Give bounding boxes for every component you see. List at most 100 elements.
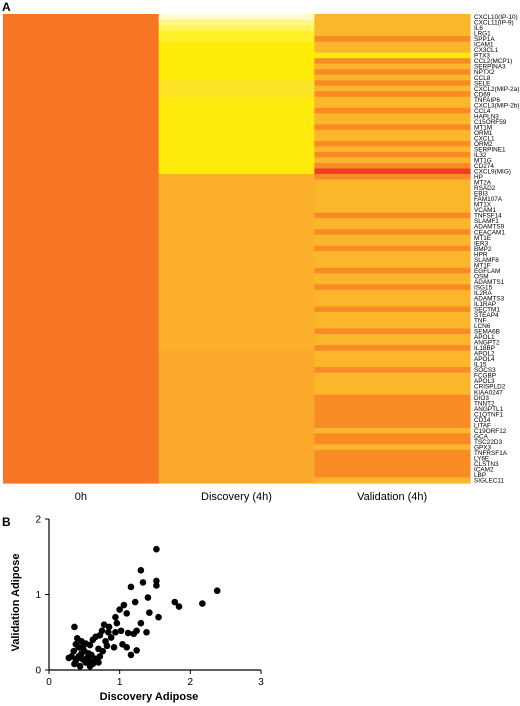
heatmap-cell: [314, 207, 471, 214]
heatmap-cell: [158, 212, 315, 219]
heatmap-cell: [158, 63, 315, 70]
heatmap-row-label: ISG15: [474, 284, 493, 291]
heatmap-row-label: ICAM2: [474, 467, 494, 474]
heatmap-row-label: TNNT2: [474, 400, 495, 407]
heatmap-cell: [158, 339, 315, 346]
heatmap-cell: [314, 251, 471, 258]
heatmap-cell: [314, 151, 471, 159]
heatmap-cell: [3, 273, 160, 280]
heatmap-cell: [3, 411, 160, 418]
heatmap-cell: [3, 179, 160, 186]
heatmap-cell: [314, 218, 471, 225]
heatmap-cell: [158, 190, 315, 197]
heatmap-cell: [3, 124, 160, 131]
heatmap-cell: [3, 449, 160, 457]
scatter-point: [213, 587, 221, 595]
heatmap-cell: [158, 367, 315, 374]
heatmap-cell: [158, 389, 315, 396]
heatmap-row-label: SERPINA3: [474, 64, 506, 71]
heatmap-column-label: Validation (4h): [357, 491, 427, 503]
heatmap-cell: [314, 477, 471, 484]
heatmap-cell: [158, 427, 315, 434]
heatmap-cell: [3, 345, 160, 352]
heatmap-cell: [158, 41, 315, 48]
heatmap-cell: [158, 223, 315, 230]
heatmap-cell: [314, 135, 471, 142]
heatmap-row-label: HPR: [474, 251, 488, 258]
x-axis-label: Discovery Adipose: [100, 691, 199, 703]
heatmap-cell: [314, 174, 471, 181]
heatmap-row-label: SECTM1: [474, 306, 500, 313]
heatmap-cell: [158, 151, 315, 159]
heatmap-cell: [3, 229, 160, 236]
heatmap-cell: [3, 151, 160, 159]
heatmap-row-label: GPX3: [474, 444, 491, 451]
heatmap-row-label: NPTX2: [474, 69, 495, 76]
heatmap-cell: [314, 460, 471, 468]
heatmap-cell: [158, 207, 315, 214]
heatmap-cell: [3, 107, 160, 114]
heatmap-row-label: MT1F: [474, 262, 491, 269]
heatmap-row-label: CXCL3(MIP-2b): [474, 102, 519, 109]
heatmap-row-label: CCL2(MCP1): [474, 58, 512, 65]
heatmap-cell: [314, 306, 471, 313]
scatter-point: [112, 628, 119, 636]
heatmap-cell: [158, 85, 315, 92]
heatmap-cell: [314, 185, 471, 192]
heatmap-cell: [158, 234, 315, 241]
scatter-point: [89, 636, 97, 644]
heatmap-cell: [158, 295, 315, 302]
heatmap-row-label: ANGPT2: [474, 340, 500, 347]
heatmap-row-label: CCL8: [474, 75, 491, 82]
heatmap-cell: [314, 444, 471, 451]
heatmap-cell: [3, 361, 160, 368]
heatmap-cell: [314, 201, 471, 208]
heatmap-cell: [158, 405, 315, 412]
x-tick-label: 1: [117, 677, 123, 688]
heatmap-cell: [158, 278, 315, 285]
scatter-point: [70, 647, 78, 655]
heatmap-row-label: CLSTN3: [474, 461, 499, 468]
heatmap-cell: [158, 383, 315, 390]
heatmap-cell: [314, 19, 471, 26]
scatter-point: [143, 628, 150, 636]
scatter-point: [117, 627, 125, 635]
heatmap-cell: [3, 405, 160, 412]
heatmap-cell: [314, 372, 471, 379]
heatmap-cell: [3, 334, 160, 341]
heatmap-cell: [314, 63, 471, 70]
scatter-point: [107, 634, 115, 641]
scatter-point: [72, 641, 80, 648]
heatmap-cell: [158, 58, 315, 65]
heatmap-cell: [158, 107, 315, 114]
x-tick-label: 0: [46, 677, 52, 688]
heatmap-cell: [3, 267, 160, 274]
heatmap-cell: [158, 240, 315, 247]
heatmap-cell: [314, 146, 471, 153]
heatmap-row-label: CXCL11(IP-9): [474, 20, 514, 27]
heatmap-row-label: C15ORF59: [474, 119, 507, 126]
heatmap-cell: [158, 438, 315, 445]
heatmap-cell: [314, 394, 471, 401]
scatter-point: [133, 647, 140, 654]
heatmap-cell: [158, 267, 315, 274]
scatter-point: [131, 598, 139, 606]
heatmap-column-label: Discovery (4h): [201, 491, 272, 503]
heatmap-cell: [158, 306, 315, 313]
heatmap-cell: [314, 30, 471, 37]
heatmap-cell: [3, 422, 160, 429]
heatmap-row-label: SOCS3: [474, 367, 496, 374]
heatmap-cell: [3, 394, 160, 401]
heatmap-cell: [314, 47, 471, 54]
heatmap-cell: [314, 118, 471, 125]
heatmap-cell: [158, 162, 315, 170]
heatmap-cell: [314, 284, 471, 291]
heatmap-cell: [158, 135, 315, 142]
heatmap-row-label: IL6: [474, 25, 483, 32]
heatmap-cell: [3, 52, 160, 59]
heatmap-row-label: LBP: [474, 472, 486, 479]
heatmap-cell: [158, 201, 315, 208]
heatmap-cell: [158, 394, 315, 401]
heatmap-cell: [3, 295, 160, 302]
heatmap-cell: [314, 405, 471, 412]
